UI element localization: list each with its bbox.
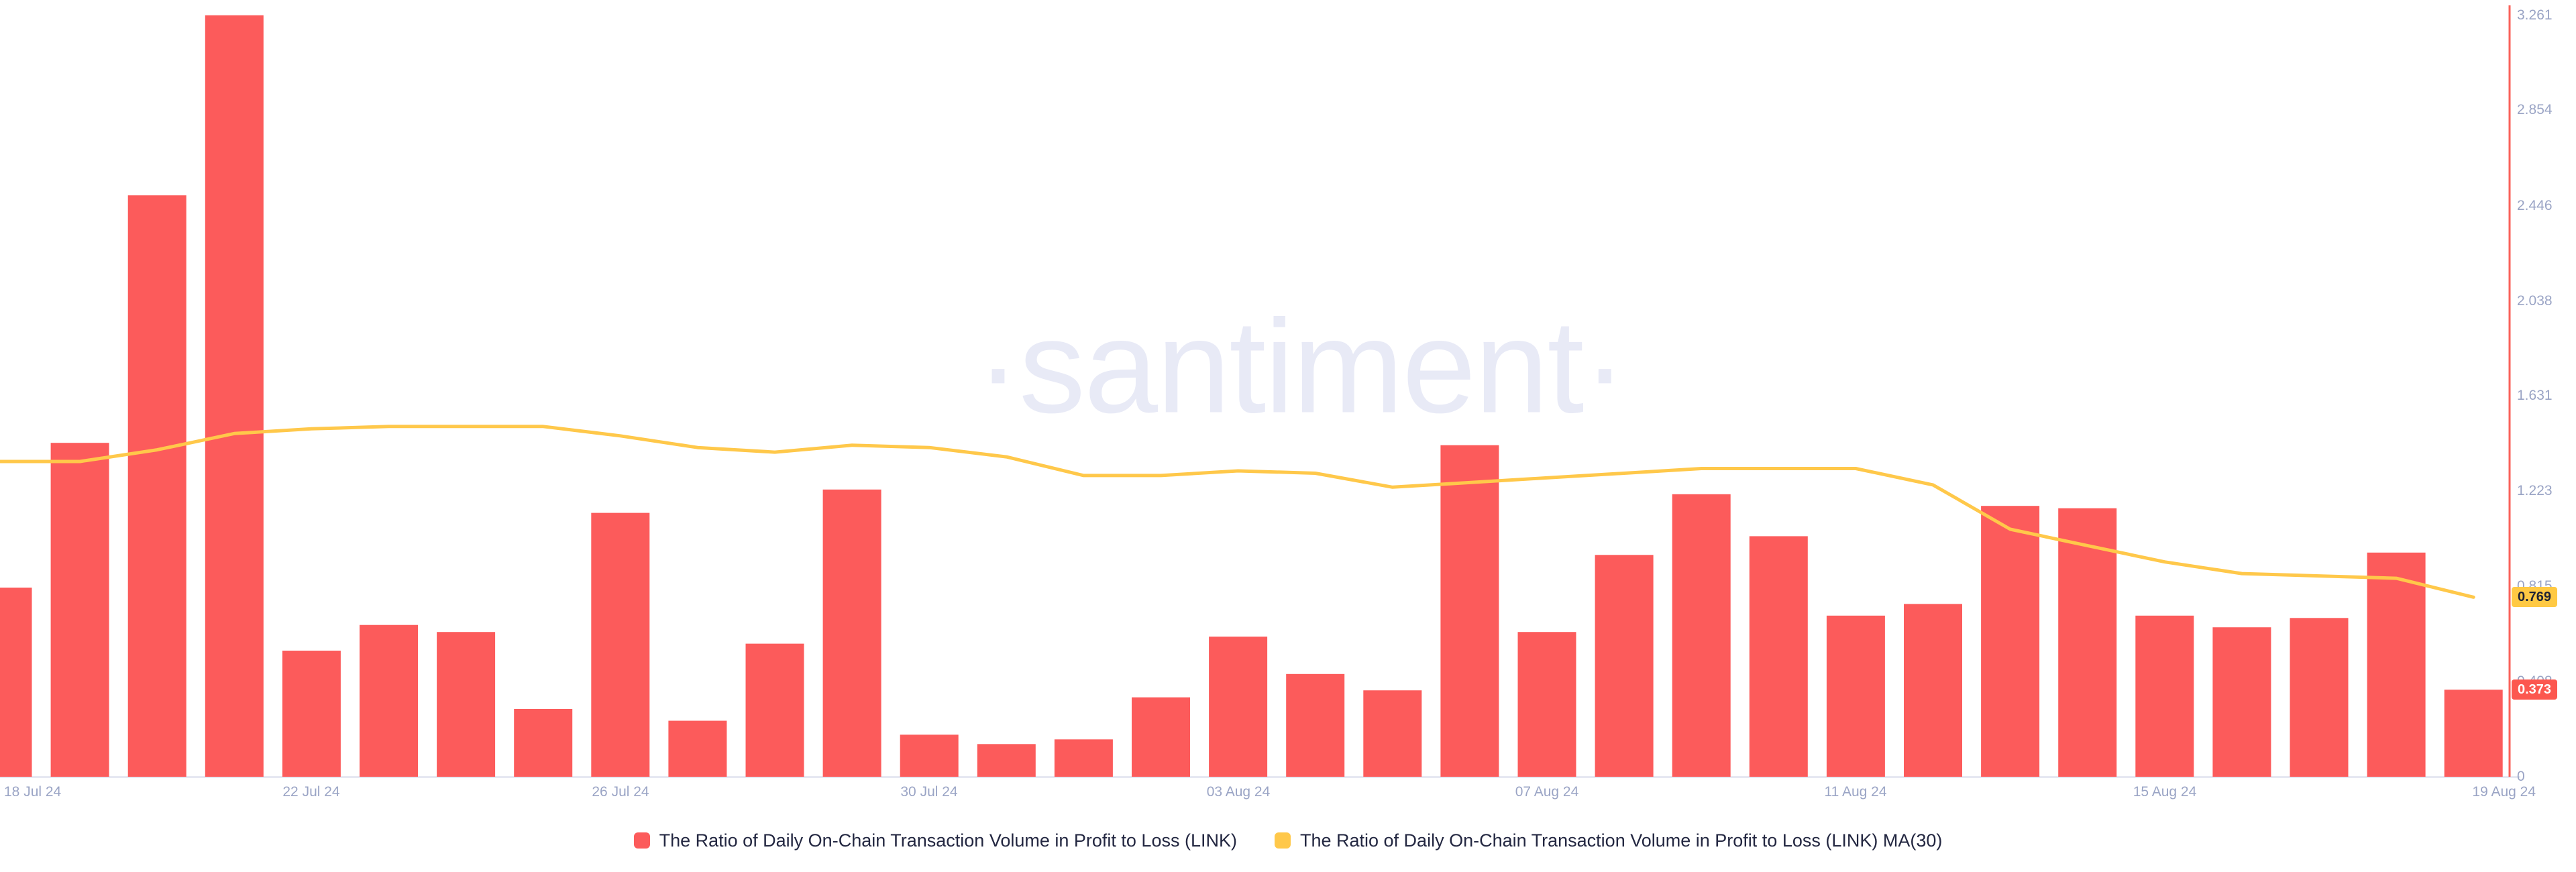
bar-last-value-tag: 0.373 (2512, 679, 2557, 700)
bar-14[interactable] (1054, 739, 1113, 777)
legend-label-ratio-ma30: The Ratio of Daily On-Chain Transaction … (1299, 830, 1943, 851)
y-tick-2.854: 2.854 (2517, 102, 2553, 117)
y-tick-2.038: 2.038 (2517, 293, 2553, 309)
bars-series (0, 15, 2503, 777)
x-tick-19-Aug-24: 19 Aug 24 (2472, 784, 2536, 800)
santiment-watermark: ·santiment· (976, 292, 1627, 441)
legend-item-ratio[interactable]: The Ratio of Daily On-Chain Transaction … (633, 830, 1237, 851)
bar-7[interactable] (514, 709, 573, 777)
y-tick-0: 0 (2517, 769, 2525, 784)
bar-2[interactable] (127, 195, 186, 777)
bar-1[interactable] (50, 443, 109, 777)
x-tick-26-Jul-24: 26 Jul 24 (592, 784, 649, 800)
bar-24[interactable] (1826, 615, 1885, 777)
bar-25[interactable] (1904, 604, 1962, 777)
x-tick-18-Jul-24: 18 Jul 24 (4, 784, 62, 800)
legend: The Ratio of Daily On-Chain Transaction … (0, 825, 2576, 856)
bar-27[interactable] (2058, 508, 2117, 777)
bar-20[interactable] (1517, 632, 1576, 777)
bar-15[interactable] (1132, 697, 1190, 777)
bar-23[interactable] (1749, 536, 1808, 777)
x-tick-22-Jul-24: 22 Jul 24 (282, 784, 340, 800)
bar-26[interactable] (1981, 506, 2040, 777)
bar-19[interactable] (1440, 445, 1499, 777)
x-tick-15-Aug-24: 15 Aug 24 (2133, 784, 2197, 800)
legend-item-ratio-ma30[interactable]: The Ratio of Daily On-Chain Transaction … (1274, 830, 1943, 851)
bar-22[interactable] (1672, 494, 1731, 777)
bar-30[interactable] (2290, 618, 2349, 777)
x-tick-07-Aug-24: 07 Aug 24 (1515, 784, 1579, 800)
red-series-marker-icon (633, 832, 650, 849)
bar-6[interactable] (437, 632, 496, 777)
x-tick-11-Aug-24: 11 Aug 24 (1824, 784, 1887, 800)
bar-0[interactable] (0, 588, 32, 777)
bar-8[interactable] (591, 512, 650, 777)
bar-18[interactable] (1363, 690, 1422, 777)
bar-3[interactable] (205, 15, 264, 777)
ma30-line (0, 425, 2475, 599)
bar-16[interactable] (1209, 637, 1268, 777)
bar-12[interactable] (900, 734, 959, 777)
y-tick-1.223: 1.223 (2517, 483, 2553, 498)
x-tick-30-Jul-24: 30 Jul 24 (900, 784, 958, 800)
bar-17[interactable] (1286, 673, 1345, 777)
y-tick-2.446: 2.446 (2517, 198, 2553, 213)
bar-28[interactable] (2135, 615, 2194, 777)
y-tick-3.261: 3.261 (2517, 7, 2553, 23)
ma-last-value-tag: 0.769 (2512, 587, 2557, 607)
bar-4[interactable] (282, 651, 341, 777)
y-tick-1.631: 1.631 (2517, 388, 2553, 403)
bar-32[interactable] (2444, 690, 2503, 777)
x-tick-03-Aug-24: 03 Aug 24 (1206, 784, 1271, 800)
bar-9[interactable] (668, 720, 727, 777)
bar-29[interactable] (2212, 627, 2271, 777)
bar-11[interactable] (822, 489, 881, 777)
bar-10[interactable] (745, 643, 804, 777)
bar-31[interactable] (2367, 552, 2426, 777)
bar-13[interactable] (977, 744, 1036, 777)
bar-21[interactable] (1595, 555, 1654, 777)
bar-5[interactable] (360, 624, 418, 777)
legend-label-ratio: The Ratio of Daily On-Chain Transaction … (659, 830, 1237, 851)
yellow-series-marker-icon (1274, 832, 1291, 849)
